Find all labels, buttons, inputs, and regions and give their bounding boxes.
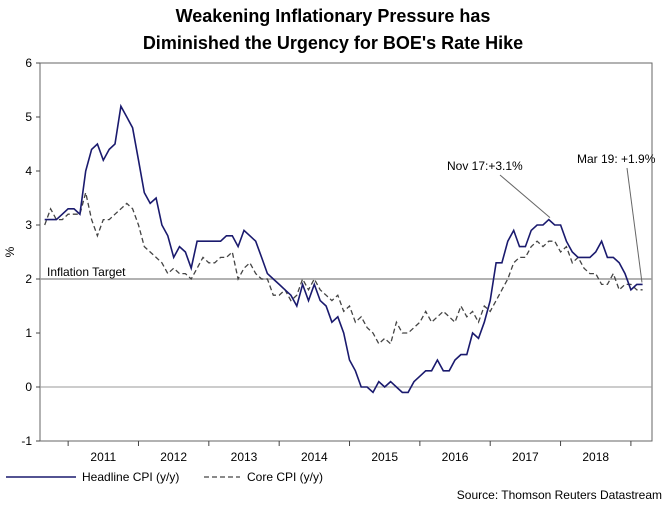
y-tick-label: -1 <box>21 434 32 448</box>
legend: Headline CPI (y/y) Core CPI (y/y) <box>6 470 323 484</box>
x-tick-label: 2013 <box>231 450 258 464</box>
x-tick-label: 2015 <box>371 450 398 464</box>
chart-title-line-1: Weakening Inflationary Pressure has <box>176 6 491 26</box>
legend-core-label: Core CPI (y/y) <box>247 470 323 484</box>
y-tick-label: 6 <box>25 56 32 70</box>
y-tick-label: 1 <box>25 326 32 340</box>
plot-area <box>39 62 653 442</box>
x-tick-label: 2017 <box>512 450 539 464</box>
y-axis-label: % <box>3 246 17 257</box>
annotation-nov-17: Nov 17:+3.1% <box>447 159 523 173</box>
y-tick-label: 3 <box>25 218 32 232</box>
x-tick-label: 2016 <box>442 450 469 464</box>
annotation-leader-mar-19 <box>626 167 643 283</box>
x-tick-label: 2011 <box>90 450 116 464</box>
x-tick-label: 2012 <box>160 450 187 464</box>
y-axis: -1 0 1 2 3 4 5 6 <box>21 56 40 448</box>
core-cpi-line <box>44 192 643 346</box>
legend-headline-label: Headline CPI (y/y) <box>82 470 179 484</box>
source-note: Source: Thomson Reuters Datastream <box>457 488 662 502</box>
x-axis: 2011 2012 2013 2014 2015 2016 2017 2018 <box>67 441 632 464</box>
x-tick-label: 2018 <box>582 450 609 464</box>
y-tick-label: 4 <box>25 164 32 178</box>
annotation-leader-nov-17 <box>499 174 551 218</box>
headline-cpi-line <box>44 103 643 394</box>
y-tick-label: 2 <box>25 272 32 286</box>
x-tick-label: 2014 <box>301 450 328 464</box>
inflation-target-label: Inflation Target <box>47 265 126 279</box>
y-tick-label: 5 <box>25 110 32 124</box>
chart-title-line-2: Diminished the Urgency for BOE's Rate Hi… <box>143 33 523 53</box>
annotation-mar-19: Mar 19: +1.9% <box>577 152 656 166</box>
y-tick-label: 0 <box>25 380 32 394</box>
